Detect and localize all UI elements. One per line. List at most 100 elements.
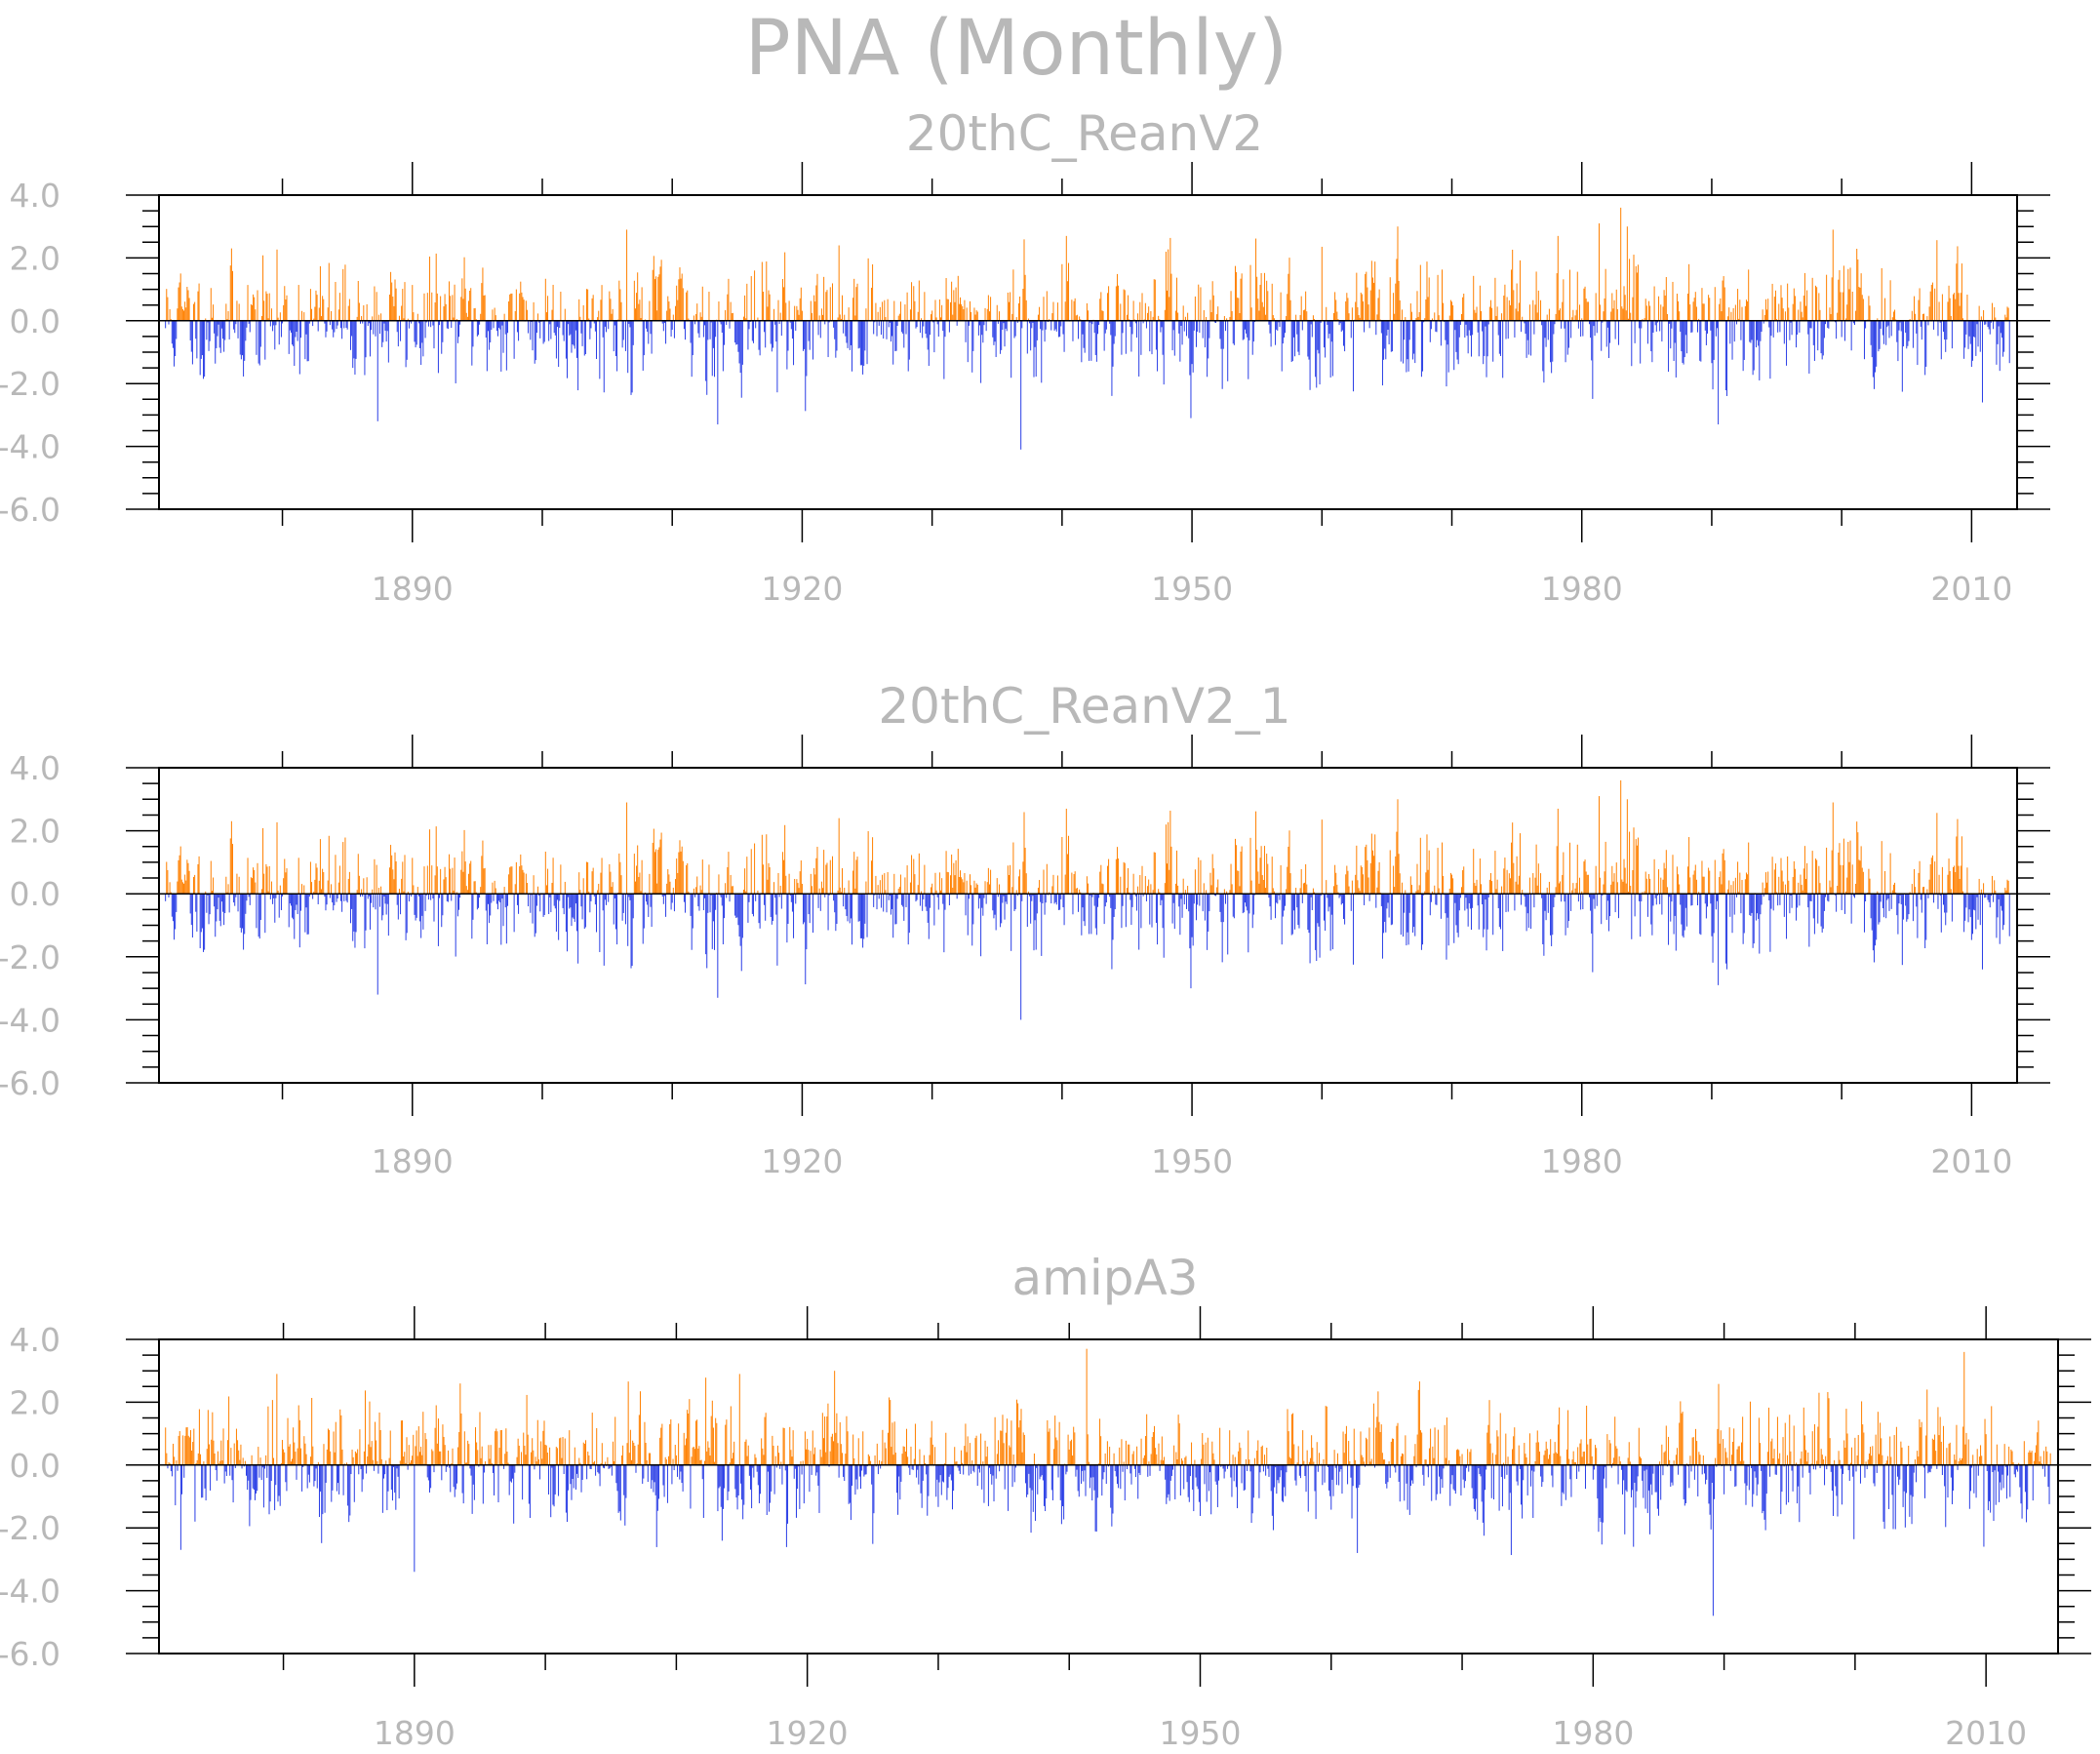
bar-negative — [1527, 894, 1529, 929]
bar-positive — [2006, 879, 2008, 895]
bar-positive — [1517, 884, 1519, 895]
bar-positive — [1803, 868, 1804, 895]
bar-negative — [274, 894, 276, 923]
bar-negative — [1183, 1464, 1185, 1490]
bar-positive — [535, 1461, 537, 1465]
bar-positive — [767, 306, 769, 321]
bar-positive — [1630, 312, 1632, 321]
bar-positive — [925, 1462, 927, 1465]
bar-positive — [1217, 879, 1219, 895]
bar-negative — [958, 1464, 960, 1471]
bar-positive — [1600, 877, 1602, 895]
bar-negative — [752, 894, 754, 917]
bar-positive — [654, 852, 655, 895]
bar-positive — [938, 872, 940, 895]
bar-negative — [348, 1464, 350, 1523]
bar-negative — [589, 894, 591, 913]
bar-positive — [1701, 288, 1703, 321]
bar-positive — [1377, 870, 1379, 895]
bar-negative — [194, 1464, 196, 1522]
bar-positive — [220, 1440, 222, 1465]
bar-negative — [1681, 894, 1683, 925]
bar-positive — [1113, 1453, 1115, 1465]
bar-positive — [921, 891, 923, 895]
bar-positive — [301, 310, 303, 321]
bar-negative — [749, 1464, 751, 1490]
bar-series — [165, 1348, 2051, 1616]
bar-positive — [597, 317, 599, 321]
y-tick-label: 0.0 — [10, 302, 60, 340]
bar-negative — [1059, 894, 1061, 910]
bar-negative — [1979, 894, 1981, 926]
bar-positive — [303, 1436, 305, 1465]
bar-negative — [376, 320, 378, 421]
bar-positive — [862, 1431, 864, 1465]
bar-negative — [1054, 894, 1056, 902]
bar-positive — [1396, 259, 1398, 321]
bar-negative — [170, 1464, 172, 1472]
bar-positive — [1115, 858, 1117, 895]
bar-positive — [429, 829, 431, 895]
bar-positive — [1416, 1434, 1418, 1465]
bar-negative — [1602, 1464, 1604, 1523]
bar-negative — [1791, 320, 1793, 336]
bar-positive — [417, 1426, 419, 1465]
bar-positive — [342, 268, 344, 321]
bar-positive — [545, 1445, 547, 1465]
bar-positive — [639, 1391, 641, 1465]
bar-positive — [941, 878, 943, 895]
bar-positive — [531, 1452, 533, 1465]
bar-negative — [827, 320, 829, 358]
bar-negative — [234, 320, 236, 334]
bar-positive — [1176, 1459, 1178, 1465]
bar-negative — [337, 1464, 339, 1484]
bar-negative — [174, 894, 176, 940]
bar-positive — [450, 296, 452, 321]
bar-positive — [356, 890, 358, 895]
bar-positive — [1811, 851, 1813, 895]
bar-positive — [765, 1413, 767, 1465]
bar-negative — [189, 320, 191, 340]
bar-negative — [1750, 320, 1752, 343]
bar-negative — [1035, 320, 1037, 377]
bar-negative — [980, 894, 982, 957]
bar-negative — [1020, 894, 1022, 1020]
bar-negative — [1525, 894, 1526, 907]
bar-negative — [1207, 894, 1208, 950]
bar-positive — [945, 1432, 947, 1465]
bar-positive — [322, 868, 324, 895]
bar-negative — [889, 320, 891, 323]
bar-negative — [1610, 1464, 1612, 1468]
bar-negative — [1464, 894, 1466, 911]
bar-negative — [1514, 894, 1516, 911]
bar-negative — [1046, 1464, 1048, 1499]
bar-negative — [1114, 1464, 1116, 1471]
bar-negative — [264, 320, 266, 360]
bar-positive — [1891, 317, 1893, 321]
bar-positive — [388, 294, 390, 321]
bar-negative — [1162, 894, 1164, 929]
bar-negative — [1876, 894, 1878, 940]
bar-negative — [258, 1464, 260, 1478]
bar-negative — [1605, 320, 1607, 347]
bar-positive — [815, 285, 817, 321]
bar-negative — [647, 320, 649, 333]
bar-negative — [278, 320, 280, 345]
bar-negative — [340, 320, 341, 329]
bar-negative — [594, 320, 596, 332]
bar-negative — [294, 320, 296, 367]
bar-positive — [1538, 1451, 1540, 1465]
bar-negative — [985, 894, 987, 904]
bar-negative — [308, 1464, 310, 1483]
bar-negative — [214, 320, 216, 334]
bar-positive — [1212, 295, 1214, 321]
bar-positive — [997, 1440, 999, 1465]
bar-negative — [1208, 1464, 1209, 1492]
bar-negative — [189, 894, 191, 914]
bar-negative — [702, 1464, 704, 1518]
bar-positive — [1345, 1425, 1347, 1465]
bar-positive — [954, 1447, 956, 1465]
bar-negative — [1993, 320, 1995, 330]
bar-negative — [315, 1464, 317, 1469]
bar-positive — [226, 319, 228, 321]
